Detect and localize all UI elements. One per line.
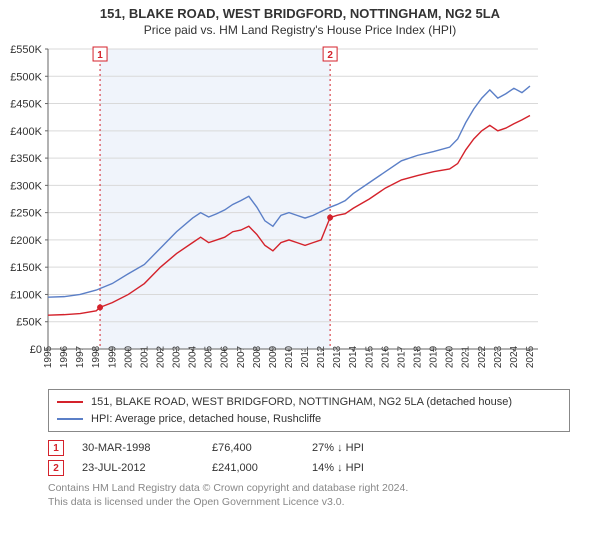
legend-swatch bbox=[57, 401, 83, 403]
chart-area: £0 £50K £100K £150K £200K £250K £300K £350K £400… bbox=[0, 41, 600, 381]
legend-row: 151, BLAKE ROAD, WEST BRIDGFORD, NOTTING… bbox=[57, 394, 561, 411]
legend-label: HPI: Average price, detached house, Rush… bbox=[91, 411, 321, 428]
svg-text:£300K: £300K bbox=[10, 180, 42, 192]
page-subtitle: Price paid vs. HM Land Registry's House … bbox=[0, 21, 600, 41]
marker-price: £241,000 bbox=[212, 462, 312, 474]
marker-badge: 1 bbox=[48, 440, 64, 456]
legend-label: 151, BLAKE ROAD, WEST BRIDGFORD, NOTTING… bbox=[91, 394, 512, 411]
legend: 151, BLAKE ROAD, WEST BRIDGFORD, NOTTING… bbox=[48, 389, 570, 432]
price-chart: £0 £50K £100K £150K £200K £250K £300K £350K £400… bbox=[0, 41, 560, 381]
footer-line-2: This data is licensed under the Open Gov… bbox=[48, 496, 570, 510]
svg-text:£500K: £500K bbox=[10, 71, 42, 83]
svg-text:£450K: £450K bbox=[10, 99, 42, 111]
svg-text:£100K: £100K bbox=[10, 289, 42, 301]
marker-badge: 2 bbox=[48, 460, 64, 476]
svg-text:£250K: £250K bbox=[10, 208, 42, 220]
marker-table: 1 30-MAR-1998£76,40027% ↓ HPI 2 23-JUL-2012… bbox=[48, 438, 570, 478]
marker-pct: 27% ↓ HPI bbox=[312, 442, 422, 454]
svg-text:£50K: £50K bbox=[16, 317, 42, 329]
svg-text:£350K: £350K bbox=[10, 153, 42, 165]
svg-text:£400K: £400K bbox=[10, 126, 42, 138]
footer-attribution: Contains HM Land Registry data © Crown c… bbox=[48, 482, 570, 509]
svg-text:£550K: £550K bbox=[10, 44, 42, 56]
marker-row: 2 23-JUL-2012£241,00014% ↓ HPI bbox=[48, 458, 570, 478]
marker-row: 1 30-MAR-1998£76,40027% ↓ HPI bbox=[48, 438, 570, 458]
svg-text:2: 2 bbox=[327, 50, 333, 61]
marker-pct: 14% ↓ HPI bbox=[312, 462, 422, 474]
marker-date: 23-JUL-2012 bbox=[82, 462, 212, 474]
svg-text:£0: £0 bbox=[30, 344, 42, 356]
svg-text:£200K: £200K bbox=[10, 235, 42, 247]
legend-row: HPI: Average price, detached house, Rush… bbox=[57, 411, 561, 428]
page-title: 151, BLAKE ROAD, WEST BRIDGFORD, NOTTING… bbox=[0, 0, 600, 21]
legend-swatch bbox=[57, 418, 83, 420]
svg-text:1: 1 bbox=[97, 50, 103, 61]
marker-date: 30-MAR-1998 bbox=[82, 442, 212, 454]
footer-line-1: Contains HM Land Registry data © Crown c… bbox=[48, 482, 570, 496]
svg-text:£150K: £150K bbox=[10, 262, 42, 274]
marker-price: £76,400 bbox=[212, 442, 312, 454]
